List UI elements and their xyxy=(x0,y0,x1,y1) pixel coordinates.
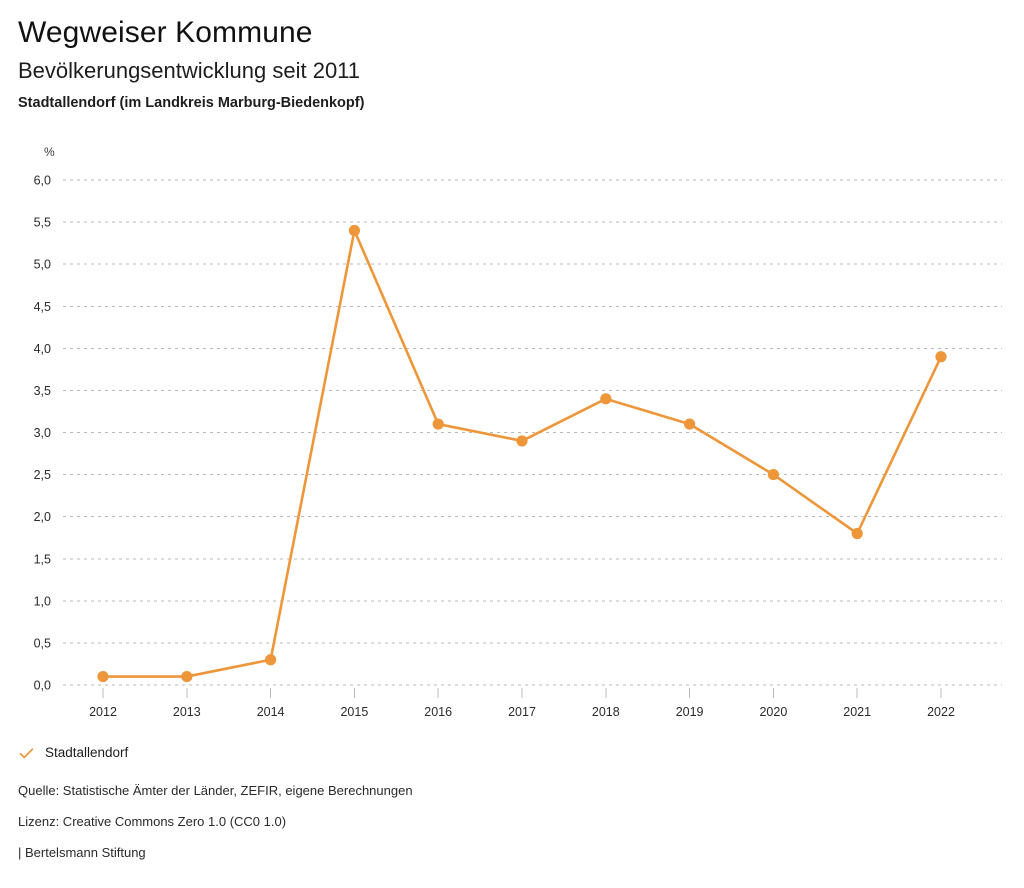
data-point[interactable] xyxy=(516,435,528,447)
x-axis-tick-label: 2022 xyxy=(927,705,955,719)
x-axis-tick-label: 2017 xyxy=(508,705,536,719)
x-axis-tick-label: 2016 xyxy=(424,705,452,719)
data-point[interactable] xyxy=(432,418,444,430)
data-point[interactable] xyxy=(265,654,277,666)
x-axis-labels: 2012 2013 2014 2015 2016 2017 2018 2019 2020 2021… xyxy=(89,705,955,719)
series-line xyxy=(101,229,943,678)
data-point[interactable] xyxy=(684,418,696,430)
y-axis-tick-label: 1,0 xyxy=(34,594,51,608)
x-axis-tick-label: 2020 xyxy=(759,705,787,719)
data-point[interactable] xyxy=(600,393,612,405)
x-axis-tick-label: 2013 xyxy=(173,705,201,719)
footer: Quelle: Statistische Ämter der Länder, Z… xyxy=(18,783,918,861)
data-point[interactable] xyxy=(97,670,109,683)
app-title: Wegweiser Kommune xyxy=(18,16,313,49)
x-axis-tick-label: 2019 xyxy=(676,705,704,719)
x-axis-ticks xyxy=(102,688,942,698)
chart-subtitle: Stadtallendorf (im Landkreis Marburg-Bie… xyxy=(18,95,365,111)
x-axis-tick-label: 2012 xyxy=(89,705,117,719)
y-axis-tick-label: 2,0 xyxy=(34,510,51,524)
footer-publisher: | Bertelsmann Stiftung xyxy=(18,845,146,860)
y-axis-labels: 0,0 0,5 1,0 1,5 2,0 2,5 3,0 3,5 4,0 4,5 5,0 5,5 6,0 xyxy=(34,174,51,693)
x-axis-tick-label: 2014 xyxy=(257,705,285,719)
data-series xyxy=(97,224,947,683)
gridlines xyxy=(63,179,1002,686)
y-axis-tick-label: 1,5 xyxy=(34,552,51,566)
x-axis-tick-label: 2018 xyxy=(592,705,620,719)
y-axis-tick-label: 0,5 xyxy=(34,636,51,650)
chart-plot-area: 0,0 0,5 1,0 1,5 2,0 2,5 3,0 3,5 4,0 4,5 5,0 5,5 6,0 … xyxy=(0,138,1024,728)
chart-legend[interactable]: Stadtallendorf xyxy=(18,744,128,762)
x-axis-tick-label: 2015 xyxy=(340,705,368,719)
y-axis-unit-label: % xyxy=(44,145,55,159)
check-icon xyxy=(19,747,34,758)
data-point[interactable] xyxy=(851,527,863,540)
y-axis-tick-label: 3,0 xyxy=(34,426,51,440)
data-point[interactable] xyxy=(181,670,193,683)
header: Wegweiser Kommune Bevölkerungsentwicklun… xyxy=(18,14,998,113)
data-point[interactable] xyxy=(348,224,360,237)
data-point[interactable] xyxy=(767,468,780,481)
y-axis-tick-label: 0,0 xyxy=(34,679,51,693)
footer-license: Lizenz: Creative Commons Zero 1.0 (CC0 1… xyxy=(18,814,287,829)
y-axis-tick-label: 3,5 xyxy=(34,384,51,398)
data-point[interactable] xyxy=(935,351,947,363)
y-axis-tick-label: 2,5 xyxy=(34,468,51,482)
line-chart: 0,00,51,01,52,02,53,03,54,04,55,05,56,0 … xyxy=(34,145,1002,719)
y-axis-tick-label: 4,0 xyxy=(34,342,51,356)
y-axis-tick-label: 6,0 xyxy=(34,174,51,188)
x-axis-tick-label: 2021 xyxy=(843,705,871,719)
footer-source: Quelle: Statistische Ämter der Länder, Z… xyxy=(18,783,413,798)
y-axis-tick-label: 4,5 xyxy=(34,300,51,314)
y-axis-tick-label: 5,5 xyxy=(34,216,51,230)
chart-title: Bevölkerungsentwicklung seit 2011 xyxy=(18,58,361,83)
legend-item-label: Stadtallendorf xyxy=(45,745,129,760)
y-axis-tick-label: 5,0 xyxy=(34,258,51,272)
